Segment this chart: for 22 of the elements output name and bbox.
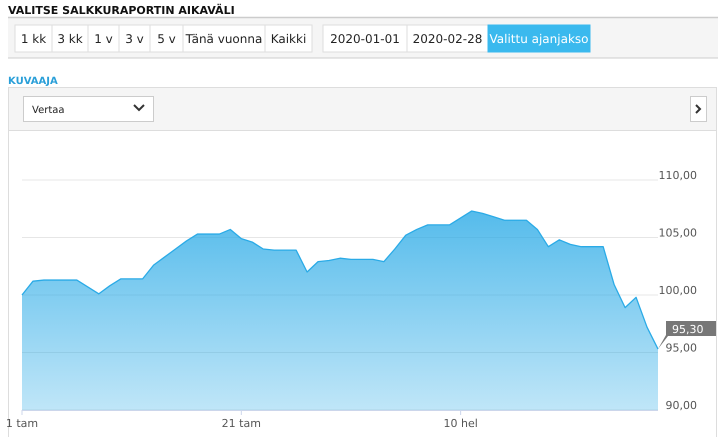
period-button: 3 v bbox=[118, 24, 150, 52]
period-button: 1 kk bbox=[14, 24, 52, 52]
y-tick-label: 100,00 bbox=[658, 284, 697, 297]
y-tick-label: 90,00 bbox=[666, 398, 697, 412]
period-button: 1 v bbox=[88, 24, 120, 52]
x-tick-label: 1 tam bbox=[6, 416, 38, 430]
period-button: Kaikki bbox=[264, 24, 312, 52]
x-tick-label: 10 hel bbox=[443, 416, 478, 430]
period-button: 2020-01-01 bbox=[322, 24, 408, 52]
period-button: Tänä vuonna bbox=[182, 24, 266, 52]
dropdown: Vertaa bbox=[23, 96, 154, 122]
y-tick-label: 95,00 bbox=[666, 341, 697, 354]
period-button: 5 v bbox=[150, 24, 184, 52]
text: VALITSE SALKKURAPORTIN AIKAVÄLI bbox=[8, 3, 235, 17]
period-button: Valittu ajanjakso bbox=[488, 24, 590, 52]
y-tick-label: 110,00 bbox=[658, 168, 697, 182]
y-tick-label: 105,00 bbox=[658, 226, 697, 240]
chart-title: KUVAAJA bbox=[8, 76, 58, 87]
x-tick-label: 21 tam bbox=[222, 416, 261, 430]
period-button: 2020-02-28 bbox=[406, 24, 488, 52]
period-button: 3 kk bbox=[52, 24, 88, 52]
annotation: 95,30 bbox=[672, 323, 704, 336]
